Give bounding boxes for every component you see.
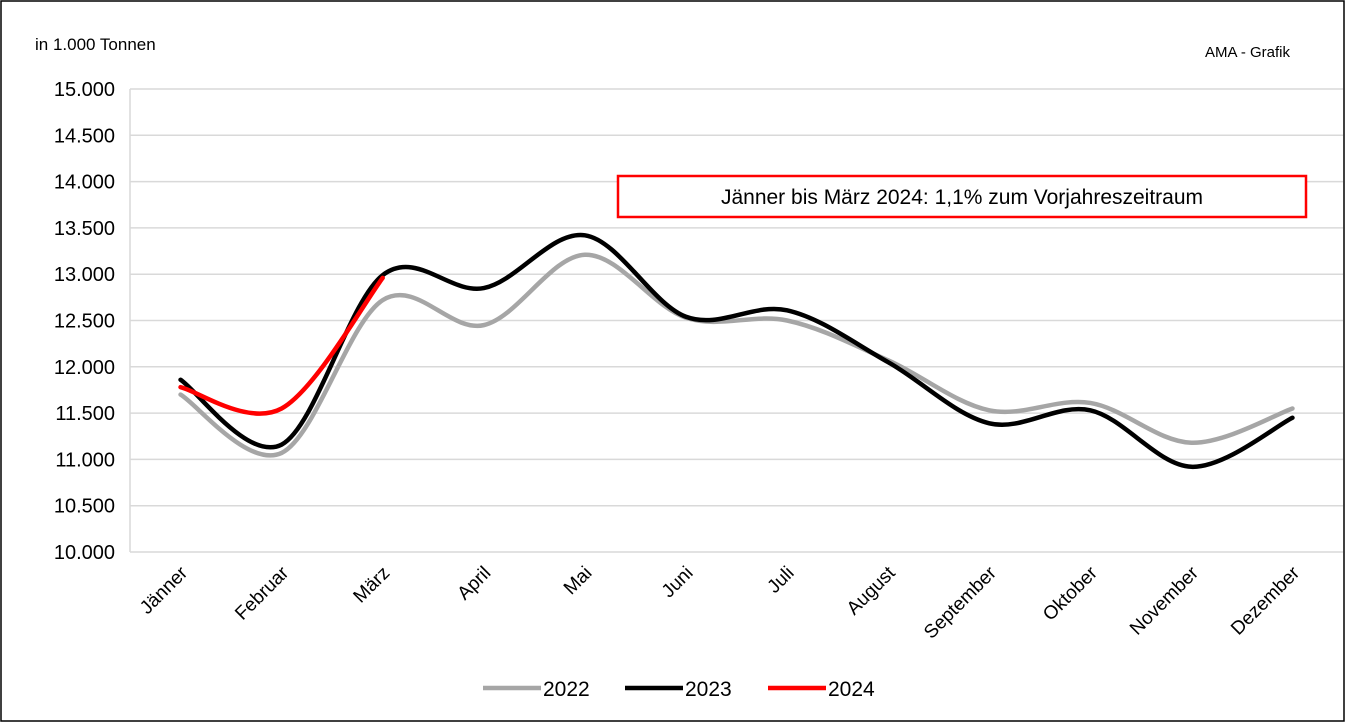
legend-label: 2024 <box>828 678 875 701</box>
y-tick-label: 12.500 <box>54 311 115 333</box>
line-series <box>178 275 385 416</box>
y-tick-label: 11.500 <box>55 403 115 425</box>
unit-label: in 1.000 Tonnen <box>35 35 156 54</box>
annotation-box <box>616 174 1308 219</box>
y-tick-label: 13.500 <box>54 218 115 240</box>
legend-label: 2022 <box>543 678 590 701</box>
y-tick-label: 10.500 <box>54 496 115 518</box>
source: AMA - Grafik <box>1205 44 1291 61</box>
legend-label: 2023 <box>685 678 732 701</box>
y-tick-label: 11.000 <box>55 449 115 471</box>
y-tick-label: 10.000 <box>54 542 115 564</box>
y-tick-label: 15.000 <box>54 79 115 101</box>
annotation: Jänner bis März 2024: 1,1% zum Vorjahres… <box>721 186 1203 209</box>
y-tick-label: 14.000 <box>54 172 115 194</box>
y-tick-label: 14.500 <box>54 125 115 147</box>
y-tick-label: 13.000 <box>54 264 115 286</box>
y-tick-label: 12.000 <box>54 357 115 379</box>
